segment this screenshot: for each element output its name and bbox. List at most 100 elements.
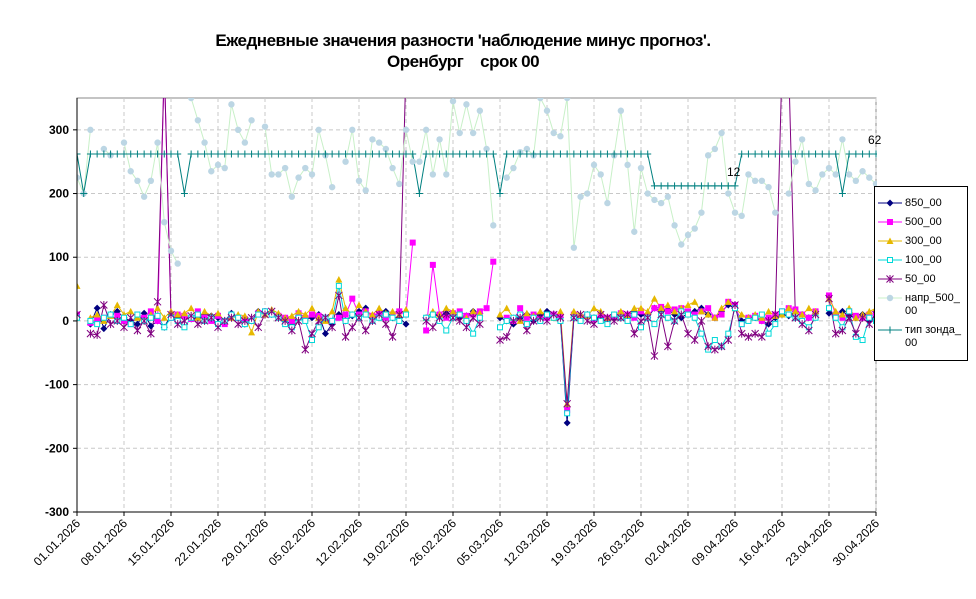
marker (838, 326, 847, 335)
marker (342, 158, 349, 165)
marker (644, 190, 651, 197)
series-markers (77, 150, 877, 198)
marker (570, 244, 578, 251)
marker (382, 150, 390, 158)
marker (866, 311, 873, 318)
marker (255, 311, 262, 318)
marker (161, 219, 168, 226)
x-tick-label: 08.01.2026 (78, 516, 131, 569)
legend-icon (878, 275, 902, 283)
marker (342, 150, 350, 158)
marker (724, 182, 732, 190)
marker (341, 332, 350, 341)
marker (201, 150, 209, 158)
marker (685, 311, 691, 318)
marker (826, 305, 832, 312)
marker (805, 326, 813, 335)
marker (382, 311, 389, 318)
marker (664, 314, 671, 321)
marker (120, 150, 128, 158)
marker (254, 323, 263, 332)
marker (375, 310, 383, 319)
marker (866, 174, 873, 181)
marker (738, 212, 745, 220)
marker (435, 313, 444, 322)
marker (630, 329, 639, 338)
marker (563, 399, 571, 408)
marker (536, 307, 544, 315)
x-tick-label: 23.04.2026 (783, 516, 836, 569)
marker (349, 295, 356, 302)
marker (402, 320, 410, 328)
marker (483, 150, 491, 158)
marker (147, 322, 155, 330)
marker (831, 329, 840, 338)
marker (429, 323, 437, 332)
legend-label: напр_500_00 (905, 292, 960, 317)
marker (597, 150, 605, 158)
marker (705, 305, 712, 312)
marker (503, 174, 510, 181)
x-tick-label: 01.01.2026 (31, 516, 84, 569)
marker (174, 260, 181, 267)
marker (133, 150, 141, 158)
marker (167, 247, 175, 255)
marker (161, 324, 168, 331)
marker (80, 190, 88, 198)
marker (348, 323, 357, 332)
x-tick-label: 16.04.2026 (736, 516, 789, 569)
marker (872, 150, 877, 158)
marker (791, 307, 799, 315)
marker (315, 150, 323, 158)
marker (268, 150, 276, 158)
legend-label: 50_00 (905, 273, 936, 285)
marker (577, 150, 585, 158)
marker (671, 182, 679, 190)
marker (852, 314, 860, 321)
marker (523, 150, 531, 158)
marker (274, 313, 283, 322)
marker (691, 311, 698, 318)
marker (490, 222, 497, 229)
marker (483, 305, 490, 312)
marker (342, 317, 349, 324)
legend-icon (878, 237, 902, 244)
marker (550, 129, 557, 137)
y-tick-label: -100 (45, 378, 69, 392)
marker (711, 314, 719, 321)
marker (865, 307, 873, 315)
marker (805, 314, 812, 321)
marker (328, 183, 336, 191)
marker (650, 295, 658, 302)
marker (510, 164, 517, 172)
marker (201, 139, 208, 146)
marker (631, 311, 638, 318)
marker (422, 126, 430, 134)
marker (241, 316, 249, 325)
marker (637, 164, 645, 172)
marker (731, 209, 739, 216)
marker (328, 150, 336, 158)
marker (200, 316, 209, 325)
marker (456, 311, 463, 318)
marker (691, 225, 698, 232)
marker (301, 311, 309, 318)
marker (429, 261, 436, 268)
marker (832, 314, 839, 321)
y-tick-label: 100 (49, 250, 69, 264)
marker (174, 150, 182, 158)
marker (301, 150, 309, 158)
marker (368, 150, 376, 158)
marker (328, 323, 336, 332)
marker (765, 183, 772, 191)
marker (483, 145, 490, 153)
marker (725, 330, 732, 337)
marker (436, 136, 443, 143)
marker (402, 305, 410, 313)
marker (859, 337, 866, 344)
y-tick-label: -200 (45, 441, 69, 455)
chart-title: Ежедневные значения разности 'наблюдение… (215, 31, 710, 50)
x-tick-label: 05.03.2026 (454, 516, 507, 569)
marker (234, 126, 242, 134)
marker (543, 316, 551, 325)
